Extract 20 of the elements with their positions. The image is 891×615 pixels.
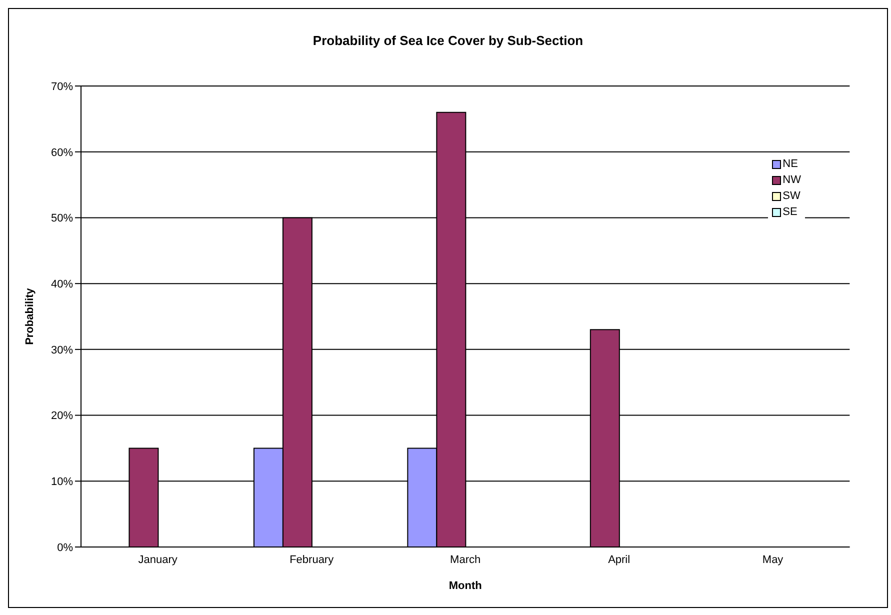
y-axis-title: Probability bbox=[24, 287, 36, 345]
legend-label: NE bbox=[782, 158, 798, 170]
y-tick-label: 50% bbox=[50, 212, 74, 225]
x-tick-label: April bbox=[608, 554, 630, 566]
y-tick-label: 20% bbox=[50, 410, 74, 422]
x-tick-label: February bbox=[290, 554, 334, 566]
y-tick-label: 30% bbox=[50, 344, 74, 356]
y-tick-label: 0% bbox=[57, 542, 74, 554]
x-tick-label: May bbox=[762, 554, 784, 566]
x-axis-title: Month bbox=[448, 580, 482, 592]
legend-label: SE bbox=[782, 206, 798, 218]
y-tick-label: 60% bbox=[50, 146, 74, 159]
y-tick-label: 70% bbox=[50, 80, 74, 93]
x-tick-label: January bbox=[138, 554, 178, 566]
chart-title: Probability of Sea Ice Cover by Sub-Section bbox=[312, 33, 584, 48]
legend-label: SW bbox=[782, 190, 800, 202]
x-tick-label: March bbox=[450, 554, 481, 566]
y-tick-label: 40% bbox=[50, 278, 74, 290]
legend-label: NW bbox=[782, 174, 801, 186]
y-tick-label: 10% bbox=[50, 476, 74, 488]
